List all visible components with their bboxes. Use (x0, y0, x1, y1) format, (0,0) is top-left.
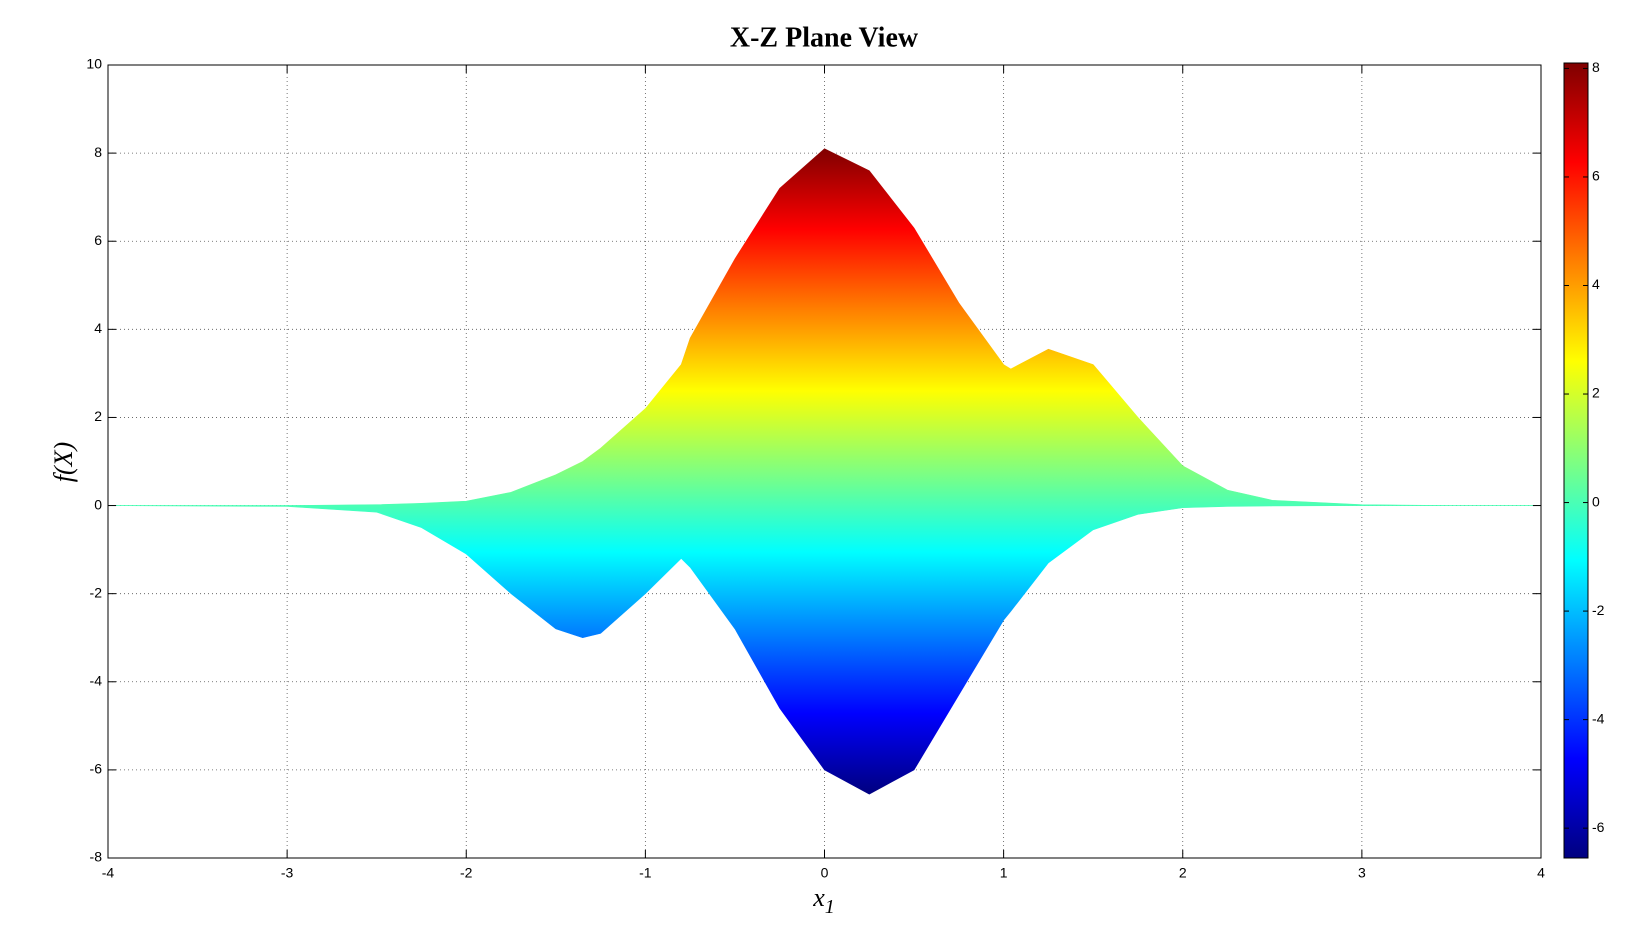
colorbar (1563, 62, 1589, 859)
y-tick-label: 0 (94, 496, 102, 512)
colorbar-tick-label: -2 (1592, 602, 1605, 618)
x-tick-label: -1 (639, 865, 652, 881)
x-tick-label: 2 (1179, 865, 1187, 881)
x-tick-label: 0 (821, 865, 829, 881)
y-tick-label: 2 (94, 408, 102, 424)
area (108, 148, 1541, 506)
y-tick-label: -4 (90, 672, 103, 688)
colorbar-tick-label: -6 (1592, 819, 1605, 835)
x-tick-label: -3 (281, 865, 294, 881)
x-axis-label: x1 (812, 883, 835, 918)
area (107, 505, 1541, 795)
x-tick-label: -2 (460, 865, 473, 881)
colorbar-tick-label: 0 (1592, 493, 1600, 509)
y-axis-label: f(X) (49, 442, 78, 482)
y-tick-label: -2 (90, 584, 103, 600)
colorbar-tick-label: 8 (1592, 59, 1600, 75)
x-tick-label: 4 (1537, 865, 1545, 881)
colorbar-tick-label: 4 (1592, 276, 1600, 292)
x-tick-label: 3 (1358, 865, 1366, 881)
y-tick-label: -8 (90, 849, 103, 865)
x-label-main: x (812, 883, 825, 912)
colorbar-tick-label: 2 (1592, 385, 1600, 401)
y-tick-label: -6 (90, 761, 103, 777)
y-tick-label: 10 (86, 56, 102, 72)
x-tick-label: 1 (1000, 865, 1008, 881)
y-tick-label: 6 (94, 232, 102, 248)
chart-title: X-Z Plane View (730, 22, 919, 53)
x-tick-label: -4 (102, 865, 115, 881)
y-tick-label: 4 (94, 320, 102, 336)
y-tick-label: 8 (94, 144, 102, 160)
colorbar-tick-label: 6 (1592, 168, 1600, 184)
colorbar-tick-label: -4 (1592, 710, 1605, 726)
x-label-subscript: 1 (825, 896, 835, 918)
